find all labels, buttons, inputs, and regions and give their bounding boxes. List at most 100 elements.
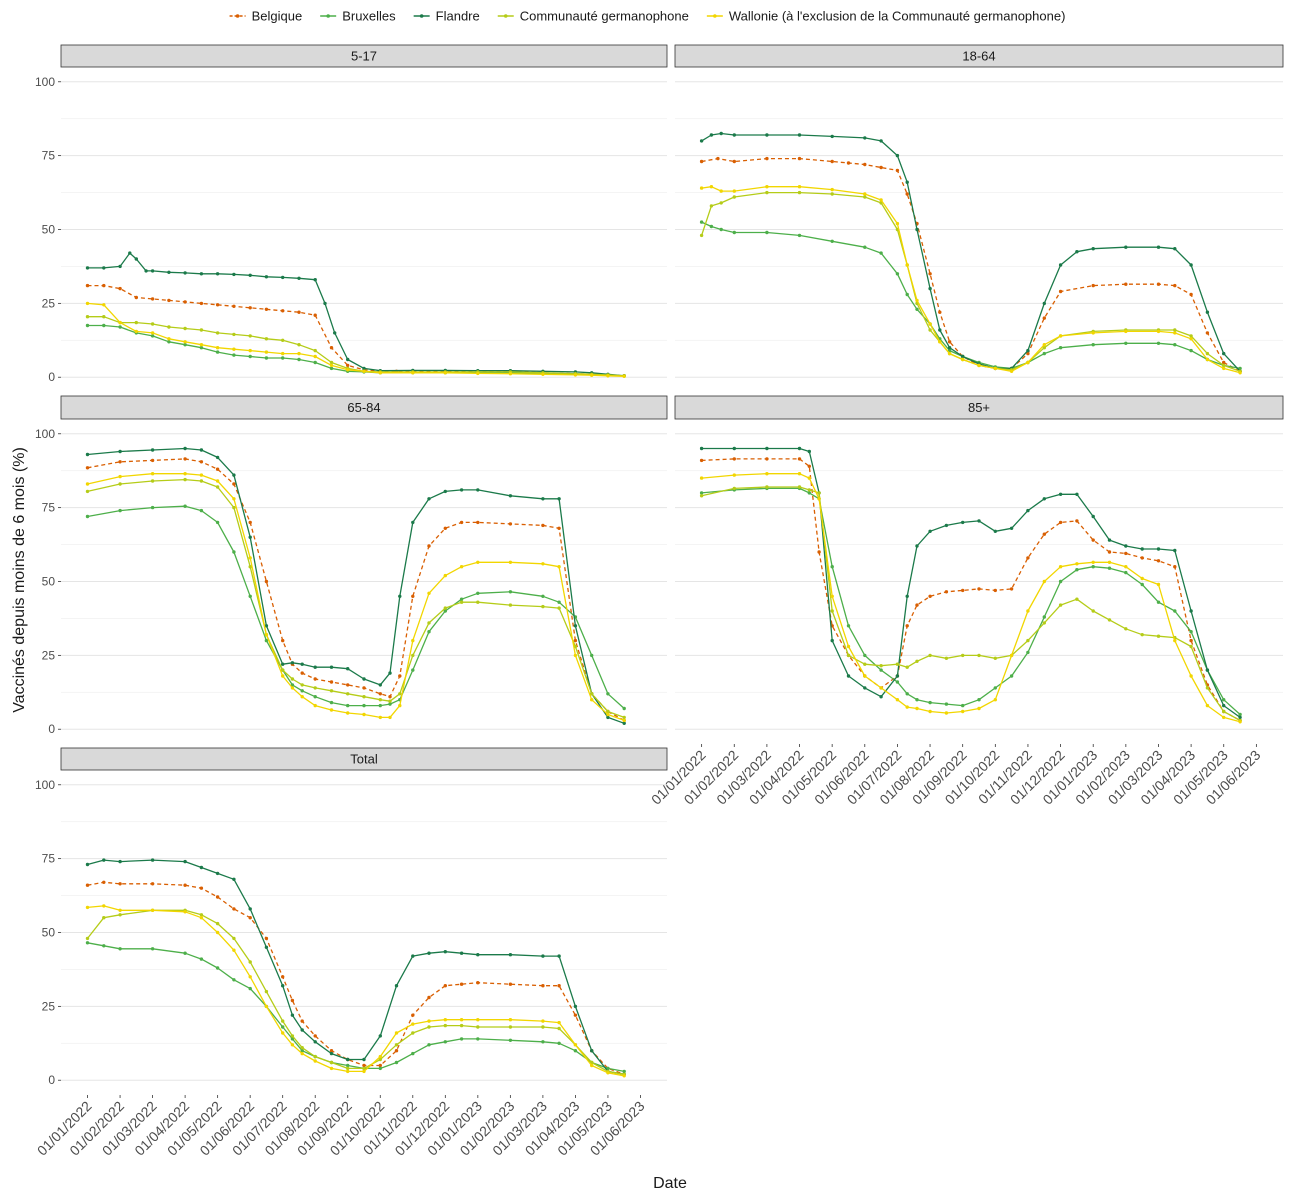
data-point xyxy=(905,594,909,598)
panel-strip xyxy=(60,44,668,68)
data-point xyxy=(85,862,90,867)
data-point xyxy=(150,331,155,335)
data-point xyxy=(590,653,594,658)
data-point xyxy=(765,457,769,461)
data-point xyxy=(476,1025,480,1029)
data-point xyxy=(264,350,269,354)
series-flandre xyxy=(699,446,1242,720)
data-point xyxy=(573,1049,578,1053)
data-point xyxy=(102,944,106,948)
data-point xyxy=(85,883,90,887)
data-point xyxy=(797,133,802,137)
data-point xyxy=(199,865,204,870)
data-point xyxy=(895,674,900,678)
data-point xyxy=(281,668,285,672)
data-point xyxy=(590,1049,594,1053)
series-communauté xyxy=(85,315,626,378)
data-point xyxy=(281,662,285,666)
data-point xyxy=(606,712,610,717)
data-point xyxy=(329,1051,334,1056)
series-line xyxy=(701,221,1241,370)
data-point xyxy=(232,482,236,486)
data-point xyxy=(183,910,187,914)
data-point xyxy=(944,590,949,594)
data-point xyxy=(476,560,480,564)
data-point xyxy=(362,1069,366,1074)
data-point xyxy=(290,998,295,1003)
data-point xyxy=(346,683,350,687)
data-point xyxy=(807,488,811,492)
data-point xyxy=(199,479,204,483)
y-tick-label: 25 xyxy=(42,648,56,662)
data-point xyxy=(300,1028,304,1032)
data-point xyxy=(85,466,90,470)
series-wallonie xyxy=(699,185,1242,375)
data-point xyxy=(297,276,301,280)
data-point xyxy=(879,165,883,170)
data-point xyxy=(977,706,981,711)
data-point xyxy=(313,1054,317,1059)
data-point xyxy=(183,326,187,331)
data-point xyxy=(508,560,513,564)
data-point xyxy=(378,1054,382,1059)
data-point xyxy=(1058,603,1063,607)
data-point xyxy=(329,708,334,712)
data-point xyxy=(541,562,545,566)
data-point xyxy=(863,162,867,167)
data-point xyxy=(411,1031,415,1035)
data-point xyxy=(248,594,252,598)
data-point xyxy=(346,711,350,715)
data-point xyxy=(928,328,932,332)
data-point xyxy=(797,233,802,238)
data-point xyxy=(765,156,769,161)
data-point xyxy=(290,1043,295,1047)
data-point xyxy=(290,661,295,665)
data-point xyxy=(557,1026,561,1031)
data-point xyxy=(264,307,269,311)
data-point xyxy=(1107,618,1112,622)
data-point xyxy=(290,686,295,690)
data-point xyxy=(1091,247,1095,251)
data-point xyxy=(329,665,334,669)
data-point xyxy=(961,653,965,658)
series-line xyxy=(701,132,1241,372)
data-point xyxy=(411,638,415,643)
data-point xyxy=(346,667,350,671)
data-point xyxy=(215,921,220,926)
data-point xyxy=(699,494,704,498)
data-point xyxy=(905,624,909,628)
data-point xyxy=(427,591,431,595)
legend: Belgique Bruxelles Flandre Communauté germa… xyxy=(229,9,1065,24)
data-point xyxy=(863,192,867,196)
data-point xyxy=(134,295,138,300)
data-point xyxy=(1091,560,1095,564)
data-point xyxy=(459,982,464,986)
data-point xyxy=(709,185,714,189)
data-point xyxy=(938,340,942,344)
data-point xyxy=(183,340,187,344)
data-point xyxy=(1205,686,1210,690)
data-point xyxy=(1058,346,1063,350)
data-point xyxy=(264,356,269,360)
data-point xyxy=(1042,615,1047,619)
data-point xyxy=(1107,550,1112,554)
data-point xyxy=(1189,609,1193,613)
data-point xyxy=(378,1063,382,1068)
data-point xyxy=(378,698,382,702)
data-point xyxy=(993,686,997,690)
y-tick-label: 50 xyxy=(42,223,56,237)
data-point xyxy=(915,544,919,548)
data-point xyxy=(300,1019,304,1023)
data-point xyxy=(232,907,236,911)
data-point xyxy=(846,674,851,678)
data-point xyxy=(830,609,834,613)
data-point xyxy=(1124,627,1128,631)
data-point xyxy=(150,882,155,886)
data-point xyxy=(541,523,545,528)
series-belgique xyxy=(85,880,626,1077)
data-point xyxy=(459,520,464,525)
data-point xyxy=(977,363,981,368)
series-communauté xyxy=(85,908,626,1077)
series-wallonie xyxy=(85,301,626,378)
data-point xyxy=(590,1060,594,1065)
